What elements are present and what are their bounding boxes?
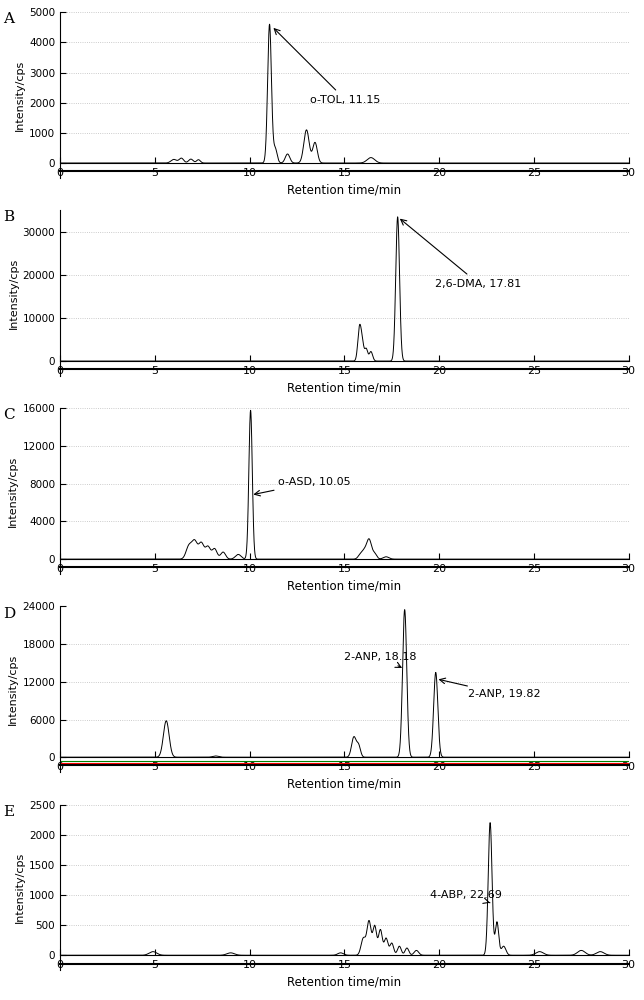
- X-axis label: Retention time/min: Retention time/min: [287, 580, 401, 593]
- X-axis label: Retention time/min: Retention time/min: [287, 183, 401, 196]
- Y-axis label: Intensity/cps: Intensity/cps: [8, 258, 19, 329]
- X-axis label: Retention time/min: Retention time/min: [287, 381, 401, 394]
- Text: B: B: [3, 210, 14, 224]
- Y-axis label: Intensity/cps: Intensity/cps: [8, 654, 18, 725]
- X-axis label: Retention time/min: Retention time/min: [287, 976, 401, 989]
- Text: 4-ABP, 22.69: 4-ABP, 22.69: [430, 890, 502, 903]
- Y-axis label: Intensity/cps: Intensity/cps: [8, 456, 18, 527]
- Text: E: E: [3, 805, 14, 819]
- X-axis label: Retention time/min: Retention time/min: [287, 778, 401, 791]
- Y-axis label: Intensity/cps: Intensity/cps: [15, 852, 25, 923]
- Text: o-ASD, 10.05: o-ASD, 10.05: [254, 477, 351, 496]
- Text: 2,6-DMA, 17.81: 2,6-DMA, 17.81: [401, 219, 522, 289]
- Text: D: D: [3, 606, 15, 620]
- Text: A: A: [3, 12, 14, 26]
- Y-axis label: Intensity/cps: Intensity/cps: [15, 60, 25, 131]
- Text: 2-ANP, 19.82: 2-ANP, 19.82: [440, 678, 540, 699]
- Text: o-TOL, 11.15: o-TOL, 11.15: [274, 29, 381, 105]
- Text: C: C: [3, 408, 15, 422]
- Text: 2-ANP, 18.18: 2-ANP, 18.18: [345, 652, 417, 667]
